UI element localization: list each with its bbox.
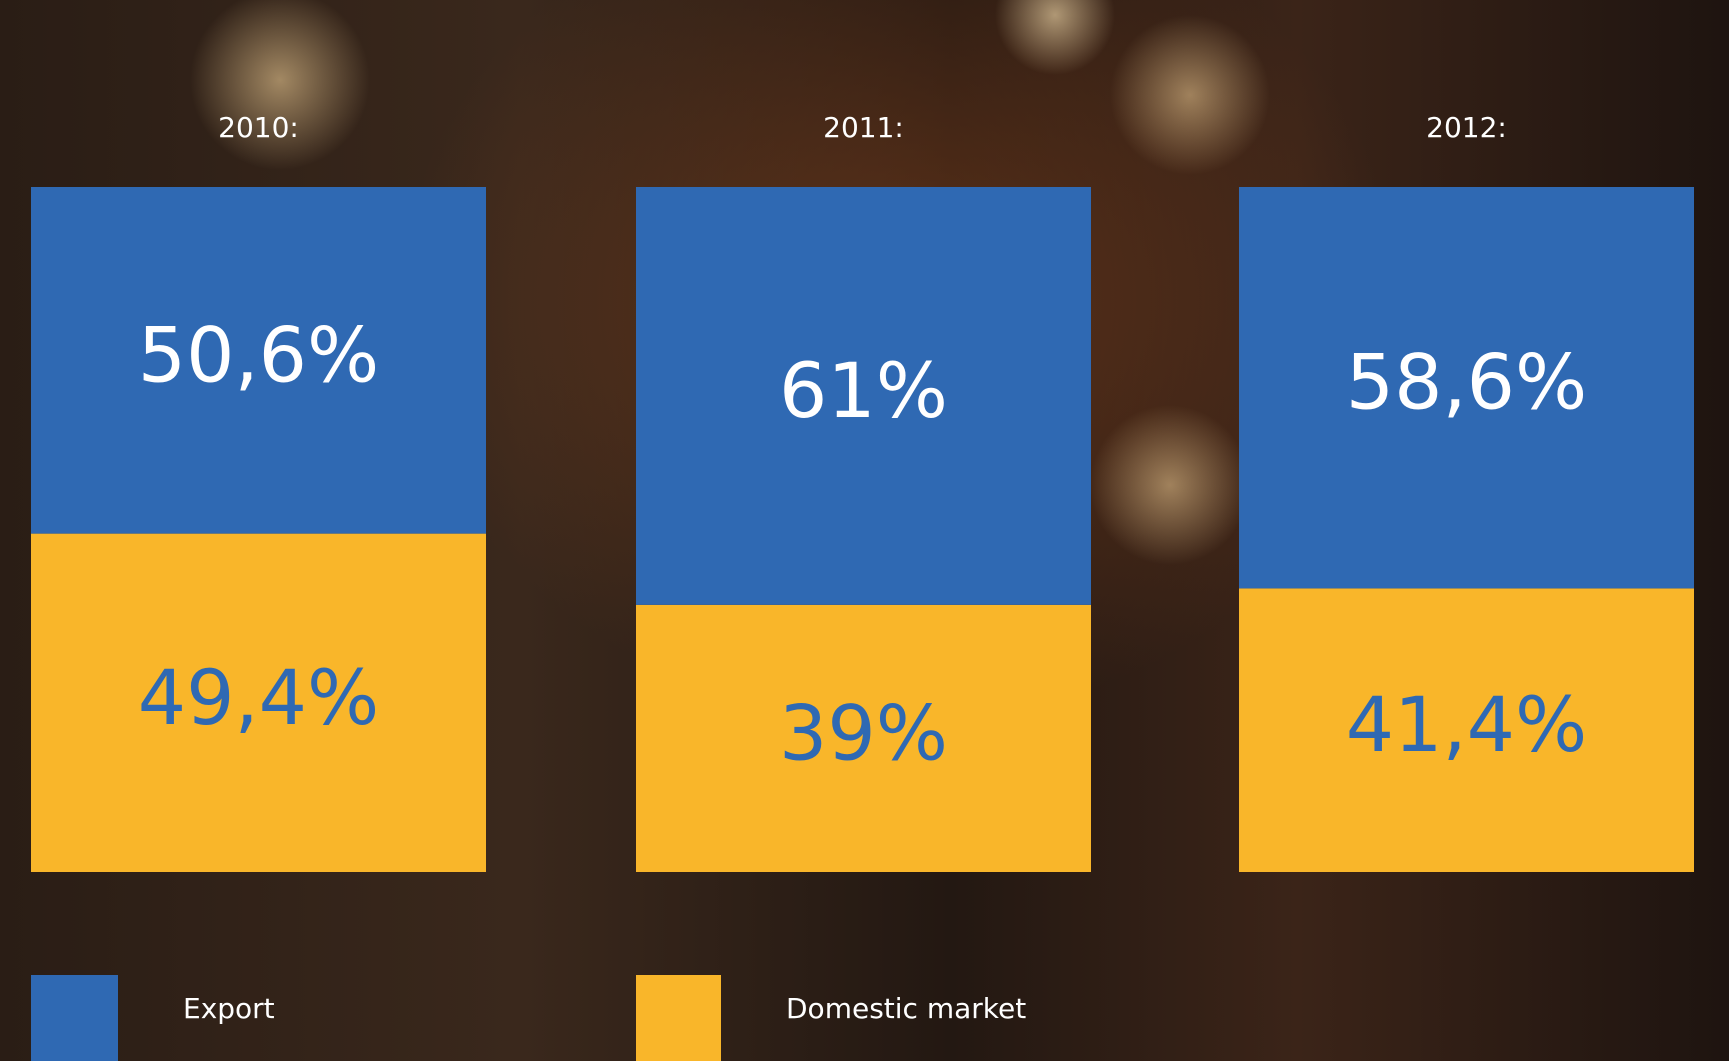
value-label: 39%	[779, 688, 948, 777]
legend-label: Domestic market	[786, 992, 1026, 1025]
legend-swatch-domestic	[636, 975, 721, 1061]
value-label: 58,6%	[1346, 338, 1587, 427]
bar-segment	[636, 187, 1091, 605]
value-label: 61%	[779, 346, 948, 435]
bar-segment	[31, 533, 486, 872]
category-label: 2012:	[1426, 111, 1507, 144]
value-label: 50,6%	[138, 310, 379, 399]
category-label: 2010:	[218, 111, 299, 144]
legend-swatch-export	[31, 975, 118, 1061]
category-label: 2011:	[823, 111, 904, 144]
value-label: 49,4%	[138, 653, 379, 742]
legend-label: Export	[183, 992, 275, 1025]
bar-segment	[636, 604, 1091, 872]
value-label: 41,4%	[1346, 680, 1587, 769]
bar-segment	[1239, 187, 1694, 589]
bar-segment	[1239, 588, 1694, 872]
bar-segment	[31, 187, 486, 534]
